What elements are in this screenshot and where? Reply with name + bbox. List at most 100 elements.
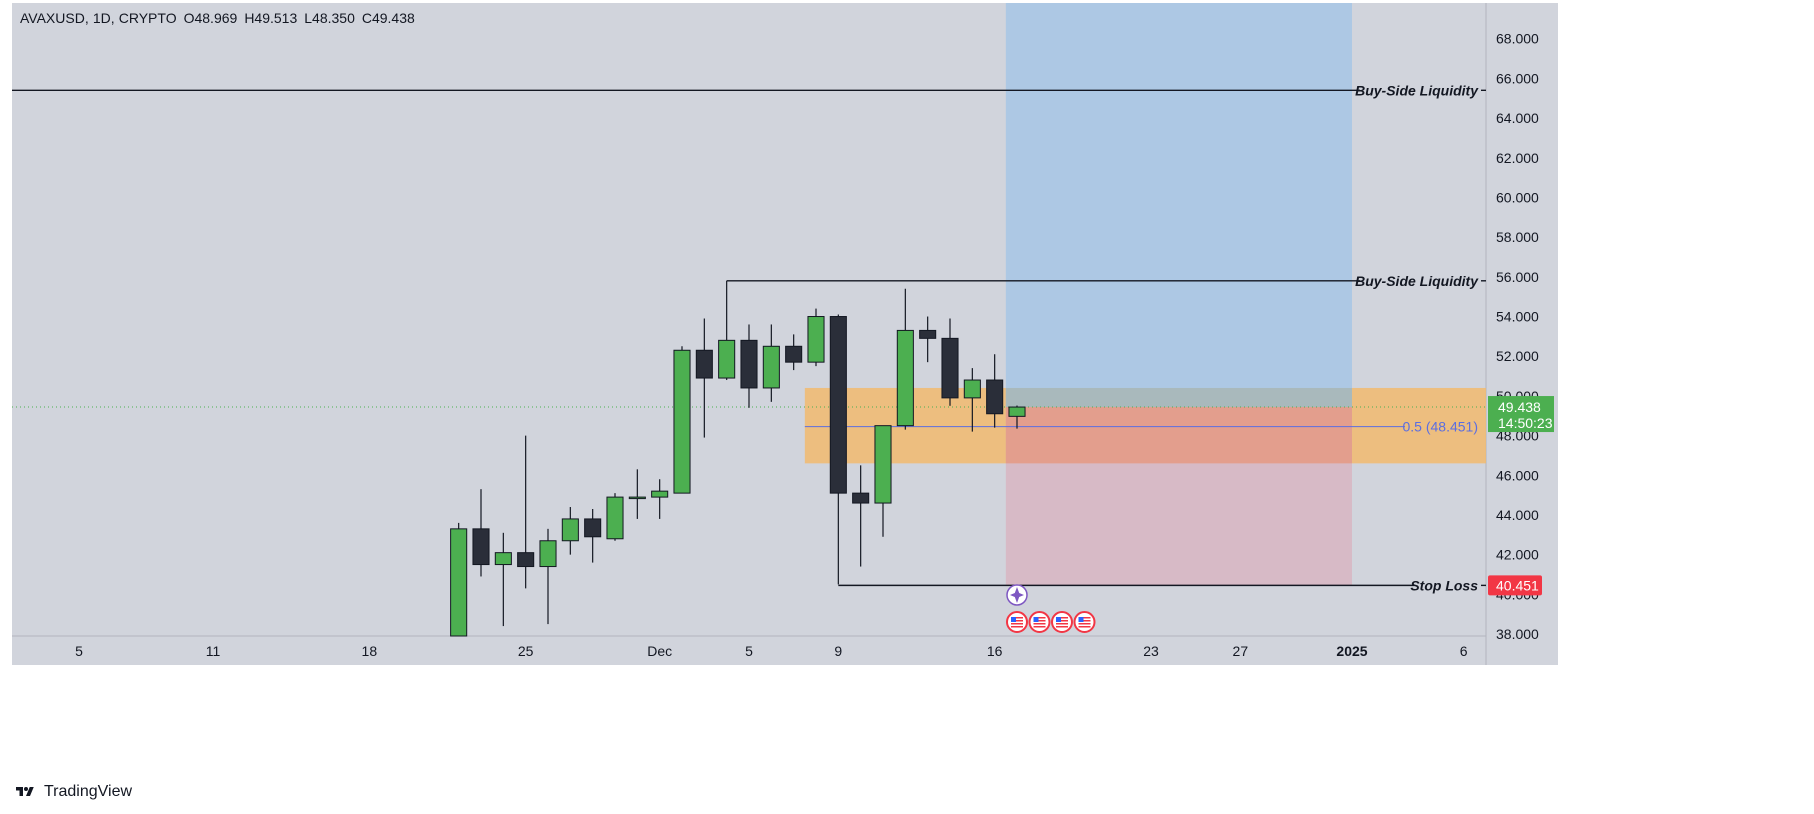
candle[interactable] — [584, 509, 602, 563]
candle-body — [673, 349, 691, 494]
candle-body — [718, 339, 736, 379]
event-marker-star[interactable] — [1006, 584, 1028, 606]
candle[interactable] — [829, 314, 847, 585]
candle-body — [829, 316, 847, 494]
candle[interactable] — [517, 435, 535, 589]
brand-name: TradingView — [44, 783, 133, 800]
flag-stripe — [1078, 617, 1091, 619]
candle[interactable] — [896, 288, 914, 430]
candle-body — [1008, 406, 1026, 417]
candle-body — [539, 540, 557, 568]
y-tick-label: 60.000 — [1496, 189, 1539, 205]
us-flag-icon — [1073, 611, 1096, 633]
flag-stripe — [1011, 626, 1023, 628]
y-tick-label: 54.000 — [1496, 309, 1539, 325]
candle[interactable] — [450, 522, 468, 637]
candle[interactable] — [941, 318, 959, 406]
candle[interactable] — [651, 479, 669, 519]
header-exchange: CRYPTO — [119, 10, 177, 26]
flag-stripe — [1056, 620, 1068, 622]
candle[interactable] — [762, 324, 780, 402]
x-tick-label: 25 — [518, 643, 534, 659]
candle[interactable] — [740, 324, 758, 408]
candle[interactable] — [1008, 405, 1026, 429]
candle-body — [740, 339, 758, 389]
candle-body — [807, 316, 825, 363]
last-price-value: 49.438 — [1498, 399, 1541, 415]
flag-stripe — [1056, 623, 1068, 625]
stop-price-tag[interactable]: 40.451 — [1488, 575, 1542, 596]
candle[interactable] — [606, 493, 624, 541]
flag-stripe — [1011, 617, 1023, 619]
header-sep: , — [111, 10, 115, 26]
economic-event-flag[interactable] — [1028, 611, 1051, 633]
y-tick-label: 56.000 — [1496, 269, 1539, 285]
x-tick-label: 16 — [987, 643, 1003, 659]
candle[interactable] — [874, 425, 892, 537]
flag-canton — [1078, 617, 1084, 622]
y-tick-label: 58.000 — [1496, 229, 1539, 245]
economic-event-flag[interactable] — [1051, 611, 1073, 633]
time-axis-pane[interactable] — [12, 636, 1486, 665]
zone-target[interactable] — [1005, 3, 1352, 408]
candle[interactable] — [785, 334, 803, 371]
header-symbol: AVAXUSD — [20, 10, 85, 26]
candle[interactable] — [561, 507, 579, 555]
candle[interactable] — [919, 316, 937, 363]
candle[interactable] — [472, 489, 490, 577]
candle-body — [919, 329, 937, 339]
candle-body — [852, 492, 870, 504]
candle[interactable] — [539, 528, 557, 625]
y-tick-label: 38.000 — [1496, 626, 1539, 642]
candle-body — [606, 496, 624, 540]
flag-stripe — [1033, 626, 1046, 628]
y-tick-label: 68.000 — [1496, 31, 1539, 47]
flag-stripe — [1011, 620, 1023, 622]
candle-body — [517, 552, 535, 568]
stop-price-value: 40.451 — [1496, 577, 1539, 593]
stop-price-tag-bg — [1488, 575, 1542, 596]
flag-stripe — [1078, 620, 1091, 622]
y-tick-label: 64.000 — [1496, 110, 1539, 126]
zone-overlap-target — [1005, 387, 1352, 408]
candle[interactable] — [494, 532, 512, 627]
x-tick-label: 11 — [206, 643, 221, 659]
candle[interactable] — [695, 318, 713, 438]
x-tick-label: 5 — [75, 643, 83, 659]
price-axis-pane[interactable] — [1486, 3, 1558, 665]
last-price-tag-bg — [1488, 396, 1554, 433]
candle-body — [874, 425, 892, 504]
economic-event-flag[interactable] — [1006, 611, 1028, 633]
candle-body — [494, 552, 512, 566]
us-flag-icon — [1006, 611, 1028, 633]
candle[interactable] — [628, 469, 646, 519]
candle[interactable] — [718, 280, 736, 381]
x-tick-label: 27 — [1233, 643, 1249, 659]
header-open: O48.969 — [184, 10, 238, 26]
x-tick-label: 23 — [1143, 643, 1159, 659]
flag-stripe — [1033, 623, 1046, 625]
brand-logo[interactable]: TradingView — [12, 783, 132, 801]
y-tick-label: 66.000 — [1496, 70, 1539, 86]
header-ohlc: AVAXUSD, 1D, CRYPTO O48.969 H49.513 L48.350 C4… — [20, 10, 415, 26]
header-interval: 1D — [93, 10, 111, 26]
economic-event-flag[interactable] — [1073, 611, 1096, 633]
x-tick-label: 5 — [745, 643, 753, 659]
x-tick-label: 2025 — [1336, 643, 1367, 659]
flag-stripe — [1078, 623, 1091, 625]
flag-canton — [1033, 617, 1039, 622]
candle[interactable] — [852, 465, 870, 567]
candle[interactable] — [673, 346, 691, 494]
candle[interactable] — [807, 308, 825, 367]
candle[interactable] — [986, 354, 1004, 428]
flag-canton — [1056, 617, 1061, 622]
x-tick-label: 18 — [362, 643, 378, 659]
us-flag-icon — [1028, 611, 1051, 633]
flag-stripe — [1078, 626, 1091, 628]
flag-stripe — [1056, 617, 1068, 619]
x-tick-label: 9 — [834, 643, 842, 659]
tradingview-logo-icon — [16, 787, 34, 796]
candle[interactable] — [963, 368, 981, 432]
